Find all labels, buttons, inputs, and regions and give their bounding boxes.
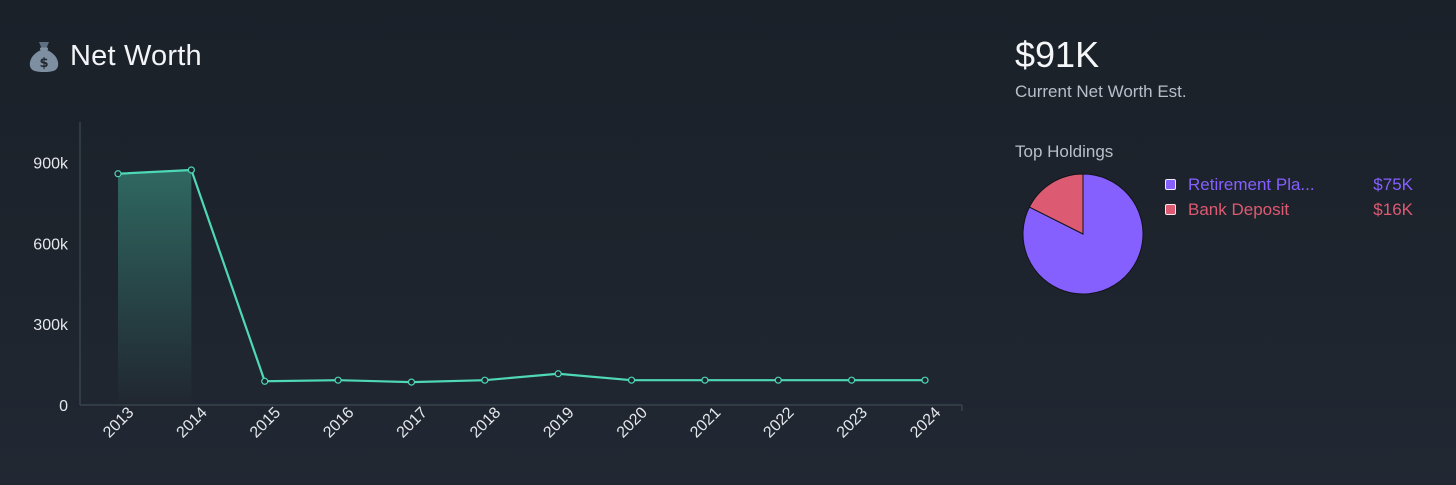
- legend-item-retirement[interactable]: Retirement Pla... $75K: [1165, 172, 1413, 197]
- card-title: Net Worth: [70, 39, 202, 72]
- x-tick-label: 2023: [834, 404, 871, 441]
- money-bag-icon: $: [29, 42, 59, 72]
- holdings-pie-chart: [1022, 173, 1144, 295]
- area-fill: [118, 169, 192, 405]
- legend-label-retirement: Retirement Pla...: [1188, 174, 1315, 194]
- x-tick-label: 2020: [614, 404, 651, 441]
- legend-value-bank-deposit: $16K: [1373, 199, 1413, 219]
- holdings-section: Retirement Pla... $75K Bank Deposit $16K: [1015, 168, 1435, 298]
- net-worth-line-chart: 0 300k 600k 900k 2013 2014 2015 2016 2017 2018 20…: [33, 122, 963, 441]
- y-tick-label: 900k: [33, 155, 69, 172]
- data-point-2021[interactable]: [701, 376, 709, 384]
- card-header: $ Net Worth: [28, 38, 202, 74]
- holdings-legend: Retirement Pla... $75K Bank Deposit $16K: [1165, 172, 1413, 222]
- net-worth-value: $91K: [1015, 34, 1100, 75]
- holdings-title: Top Holdings: [1015, 142, 1114, 161]
- x-tick-label: 2015: [247, 404, 284, 441]
- data-point-2014[interactable]: [187, 166, 195, 174]
- x-tick-label: 2019: [540, 404, 577, 441]
- x-tick-label: 2017: [394, 404, 431, 441]
- legend-swatch-retirement: [1165, 179, 1176, 190]
- data-point-2015[interactable]: [261, 377, 269, 385]
- data-point-2022[interactable]: [774, 376, 782, 384]
- x-tick-label: 2013: [100, 404, 137, 441]
- y-tick-label: 0: [59, 398, 68, 415]
- x-tick-label: 2018: [467, 404, 504, 441]
- data-point-2017[interactable]: [407, 378, 416, 386]
- x-tick-label: 2022: [760, 404, 797, 441]
- y-tick-label: 300k: [33, 317, 69, 334]
- summary-panel: $91K Current Net Worth Est. Top Holdings…: [1015, 34, 1435, 298]
- svg-text:$: $: [39, 56, 48, 71]
- pie-slice-1[interactable]: [1028, 173, 1084, 235]
- x-tick-label: 2024: [907, 404, 944, 441]
- x-tick-label: 2014: [174, 404, 211, 441]
- data-point-2020[interactable]: [627, 376, 636, 384]
- legend-label-bank-deposit: Bank Deposit: [1188, 199, 1290, 219]
- net-worth-caption: Current Net Worth Est.: [1015, 82, 1187, 101]
- x-tick-label: 2016: [320, 404, 357, 441]
- data-point-2024[interactable]: [921, 376, 929, 384]
- data-point-2023[interactable]: [848, 376, 856, 384]
- data-point-2016[interactable]: [334, 376, 342, 384]
- x-tick-label: 2021: [687, 404, 724, 441]
- data-point-2018[interactable]: [481, 376, 489, 384]
- legend-value-retirement: $75K: [1373, 174, 1413, 194]
- data-point-2019[interactable]: [554, 370, 562, 378]
- y-tick-label: 600k: [33, 236, 69, 253]
- legend-item-bank-deposit[interactable]: Bank Deposit $16K: [1165, 197, 1413, 222]
- net-worth-series-line: [117, 168, 925, 384]
- legend-swatch-bank-deposit: [1165, 204, 1176, 215]
- data-point-2013[interactable]: [114, 170, 122, 178]
